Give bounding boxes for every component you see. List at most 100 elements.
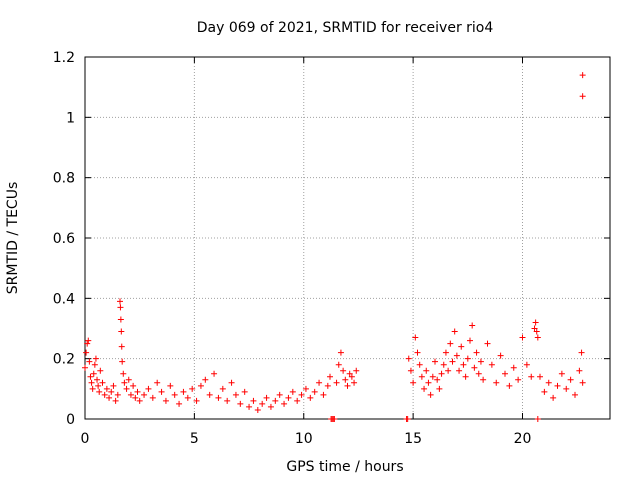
data-point (568, 377, 574, 383)
y-tick-label: 0.4 (53, 291, 75, 307)
chart-page: 0 5 10 15 20 0 0.2 0.4 0.6 0.8 1 1.2 Day 069 of 202… (0, 0, 640, 480)
data-point (104, 386, 110, 392)
data-point (338, 350, 344, 356)
data-point (533, 319, 539, 325)
data-point (83, 350, 89, 356)
data-point (90, 386, 96, 392)
data-point (176, 401, 182, 407)
data-point (535, 335, 541, 341)
data-point (460, 362, 466, 368)
data-point (546, 380, 552, 386)
data-point (520, 335, 526, 341)
data-point (150, 395, 156, 401)
data-point (430, 374, 436, 380)
data-point (432, 359, 438, 365)
data-point (121, 380, 127, 386)
data-point (246, 404, 252, 410)
data-point (202, 377, 208, 383)
data-point (336, 362, 342, 368)
data-point (141, 392, 147, 398)
data-point (117, 304, 123, 310)
data-point (480, 377, 486, 383)
data-point (535, 416, 541, 422)
data-point (410, 380, 416, 386)
data-point (443, 350, 449, 356)
data-point (126, 377, 132, 383)
data-point (119, 359, 125, 365)
data-point (224, 398, 230, 404)
data-point (95, 383, 101, 389)
data-point (264, 395, 270, 401)
scatter-chart: 0 5 10 15 2000.20.40.60.811.2 Day 069 of 202… (0, 0, 640, 480)
y-axis-label: SRMTID / TECUs (5, 182, 21, 295)
data-point (474, 350, 480, 356)
data-point (167, 383, 173, 389)
data-point (124, 386, 130, 392)
data-point (515, 377, 521, 383)
data-point (478, 359, 484, 365)
data-point (469, 322, 475, 328)
data-point (476, 371, 482, 377)
data-point (405, 416, 411, 422)
data-point (307, 395, 313, 401)
y-tick-label: 0.6 (53, 231, 75, 247)
data-point (89, 380, 95, 386)
data-point (250, 398, 256, 404)
data-point (334, 380, 340, 386)
data-point (93, 356, 99, 362)
data-point (285, 395, 291, 401)
data-point (294, 398, 300, 404)
data-point (353, 368, 359, 374)
x-tick-label: 10 (295, 431, 313, 447)
data-point (290, 389, 296, 395)
data-point (345, 383, 351, 389)
data-point (237, 401, 243, 407)
data-point (537, 374, 543, 380)
data-point (456, 368, 462, 374)
data-point (580, 93, 586, 99)
x-tick-label: 20 (514, 431, 532, 447)
data-point (215, 395, 221, 401)
data-point (406, 356, 412, 362)
data-point (320, 392, 326, 398)
data-point (316, 380, 322, 386)
data-point (97, 368, 103, 374)
data-point (268, 404, 274, 410)
data-point (528, 374, 534, 380)
data-point (463, 374, 469, 380)
data-point (180, 389, 186, 395)
data-point (96, 389, 102, 395)
data-point (506, 383, 512, 389)
data-point (172, 392, 178, 398)
data-point (91, 371, 97, 377)
data-point (327, 374, 333, 380)
data-point (132, 395, 138, 401)
axis-ticks: 0 5 10 15 20 0 0.2 0.4 0.6 0.8 1 1.2 (53, 50, 610, 447)
data-point (502, 371, 508, 377)
x-axis-label: GPS time / hours (286, 459, 403, 475)
data-point (423, 368, 429, 374)
data-point (563, 386, 569, 392)
data-point (524, 362, 530, 368)
data-point (185, 395, 191, 401)
data-point (419, 374, 425, 380)
data-point (580, 380, 586, 386)
data-point (163, 398, 169, 404)
data-point (85, 338, 91, 344)
data-point (465, 356, 471, 362)
data-point (159, 389, 165, 395)
x-tick-label: 0 (81, 431, 90, 447)
data-point (425, 380, 431, 386)
data-point (559, 371, 565, 377)
data-point (417, 362, 423, 368)
data-point (579, 350, 585, 356)
data-point (498, 353, 504, 359)
data-point (220, 386, 226, 392)
x-tick-label: 15 (404, 431, 422, 447)
data-point (117, 298, 123, 304)
x-tick-label: 5 (190, 431, 199, 447)
data-point (511, 365, 517, 371)
data-point (441, 362, 447, 368)
data-point (351, 380, 357, 386)
data-point (113, 398, 119, 404)
